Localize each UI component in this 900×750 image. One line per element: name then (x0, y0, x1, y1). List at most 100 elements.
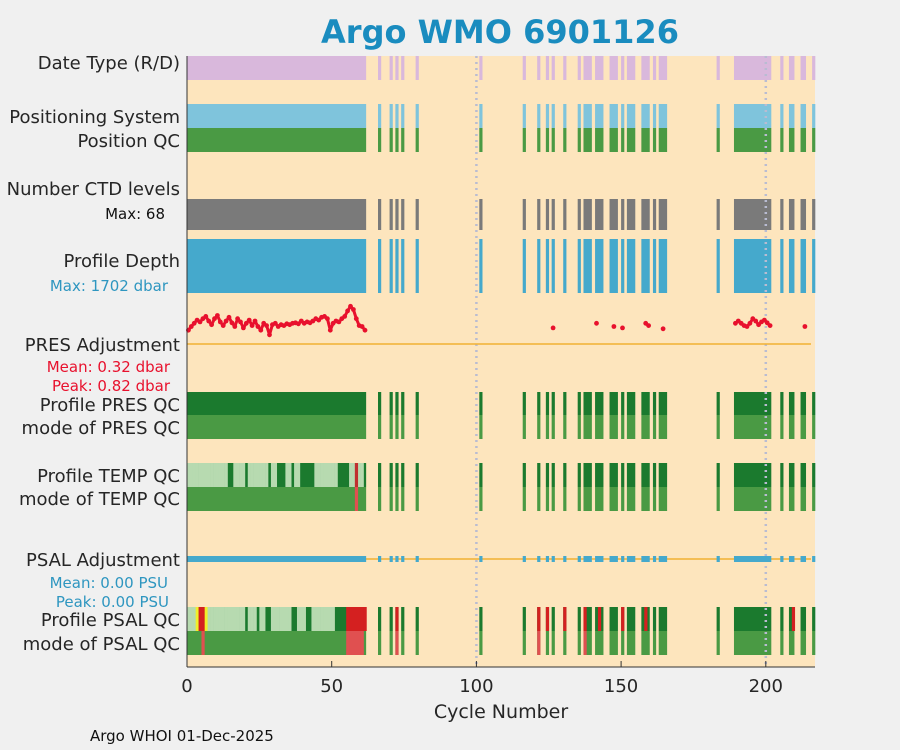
profile-temp-qc-bar (522, 463, 526, 487)
n-levels-bar (378, 199, 382, 230)
mode-psal-qc-bar (551, 631, 555, 655)
n-levels-bar (716, 199, 720, 230)
position-qc-bar (800, 128, 807, 152)
data-type-bar (479, 56, 483, 80)
positioning-system-bar (609, 104, 618, 128)
profile-pres-qc-bar (716, 392, 720, 415)
chart-title: Argo WMO 6901126 (321, 13, 679, 51)
mode-pres-qc-bar (522, 415, 526, 439)
profile-depth-bar (187, 239, 367, 293)
profile-pres-qc-bar (733, 392, 772, 415)
pres-adjustment-point (802, 324, 808, 329)
mode-pres-qc-bar (626, 415, 636, 439)
profile-psal-qc-mark (218, 607, 223, 631)
profile-psal-qc-mark (221, 607, 225, 631)
profile-pres-qc-bar (641, 392, 650, 415)
profile-temp-qc-bar (800, 463, 807, 487)
data-type-bar (563, 56, 567, 80)
profile-psal-qc-mark (302, 607, 306, 631)
mode-temp-qc-bar (577, 487, 581, 511)
data-type-bar (595, 56, 604, 80)
psal-adjustment-point (733, 556, 772, 562)
profile-psal-qc-mark (311, 607, 315, 631)
mode-temp-qc-bar (652, 487, 657, 511)
mode-pres-qc-bar (479, 415, 483, 439)
n-levels-bar (401, 199, 405, 230)
positioning-system-bar (800, 104, 807, 128)
position-qc-bar (563, 128, 567, 152)
positioning-system-bar (652, 104, 657, 128)
positioning-system-bar (479, 104, 483, 128)
position-qc-bar (395, 128, 399, 152)
positioning-system-bar (545, 104, 550, 128)
row-label-position-qc: Position QC (77, 131, 180, 152)
mode-temp-qc-bar (595, 487, 604, 511)
mode-psal-qc-bar (652, 631, 657, 655)
position-qc-bar (577, 128, 581, 152)
data-type-bar (609, 56, 618, 80)
mode-psal-qc-bar (389, 631, 393, 655)
mode-psal-qc-bar (577, 631, 581, 655)
profile-psal-bad-qc-mark (621, 607, 625, 631)
profile-depth-bar (401, 239, 405, 293)
profile-psal-qc-bar (551, 607, 555, 631)
mode-pres-qc-bar (800, 415, 807, 439)
mode-pres-qc-bar (378, 415, 382, 439)
profile-psal-qc-bar (812, 607, 816, 631)
row-label-profile-psal-qc: Profile PSAL QC (41, 610, 180, 631)
psal-adjustment-series (187, 556, 816, 562)
profile-depth-bar (716, 239, 720, 293)
mode-psal-qc-bar (401, 631, 405, 655)
profile-psal-bad-qc-mark (537, 607, 541, 631)
profile-temp-qc-bar (577, 463, 581, 487)
profile-temp-qc-bar (545, 463, 550, 487)
n-levels-bar (415, 199, 419, 230)
positioning-system-bar (389, 104, 393, 128)
n-levels-bar (658, 199, 668, 230)
mode-pres-qc-bar (187, 415, 367, 439)
positioning-system-bar (788, 104, 795, 128)
psal-adjustment-point (716, 556, 720, 562)
profile-temp-qc-bar (812, 463, 816, 487)
x-tick-label: 100 (459, 676, 493, 697)
psal-adjustment-point (522, 556, 526, 562)
profile-psal-qc-bar (800, 607, 807, 631)
profile-psal-qc-mark (296, 607, 301, 631)
positioning-system-bar (812, 104, 816, 128)
psal-adjustment-point (401, 556, 405, 562)
mode-temp-qc-bar (780, 487, 784, 511)
profile-psal-qc-mark (259, 607, 263, 631)
profile-psal-bad-qc-mark (597, 607, 602, 631)
profile-psal-qc-bar (626, 607, 636, 631)
n-levels-bar (780, 199, 784, 230)
pres-adjustment-point (550, 325, 556, 331)
row-label-mode-pres-qc: mode of PRES QC (22, 418, 180, 439)
position-qc-bar (641, 128, 650, 152)
profile-pres-qc-bar (187, 392, 367, 415)
profile-psal-qc-mark (299, 607, 304, 631)
psal-adjustment-point (800, 556, 807, 562)
profile-depth-bar (551, 239, 555, 293)
profile-temp-qc-bar (537, 463, 541, 487)
psal-adjustment-point (780, 556, 784, 562)
mode-pres-qc-bar (621, 415, 625, 439)
psal-adjustment-point (609, 556, 618, 562)
mode-pres-qc-bar (563, 415, 567, 439)
data-type-bar (788, 56, 795, 80)
profile-psal-qc-bar (658, 607, 668, 631)
profile-temp-qc-mark (323, 463, 327, 487)
profile-psal-qc-mark (192, 607, 196, 631)
profile-temp-qc-mark (204, 463, 208, 487)
pres-adjustment-peak: Peak: 0.82 dbar (52, 377, 171, 395)
profile-temp-qc-bar (401, 463, 405, 487)
psal-adjustment-point (812, 556, 816, 562)
profile-psal-bad-qc-mark (198, 607, 202, 631)
x-axis-label: Cycle Number (434, 701, 568, 723)
mode-temp-qc-bar (626, 487, 636, 511)
profile-temp-qc-mark (314, 463, 318, 487)
mode-temp-qc-bar (800, 487, 807, 511)
positioning-system-bar (583, 104, 592, 128)
profile-temp-qc-mark (262, 463, 266, 487)
profile-psal-qc-mark (288, 607, 292, 631)
profile-temp-qc-bar (716, 463, 720, 487)
